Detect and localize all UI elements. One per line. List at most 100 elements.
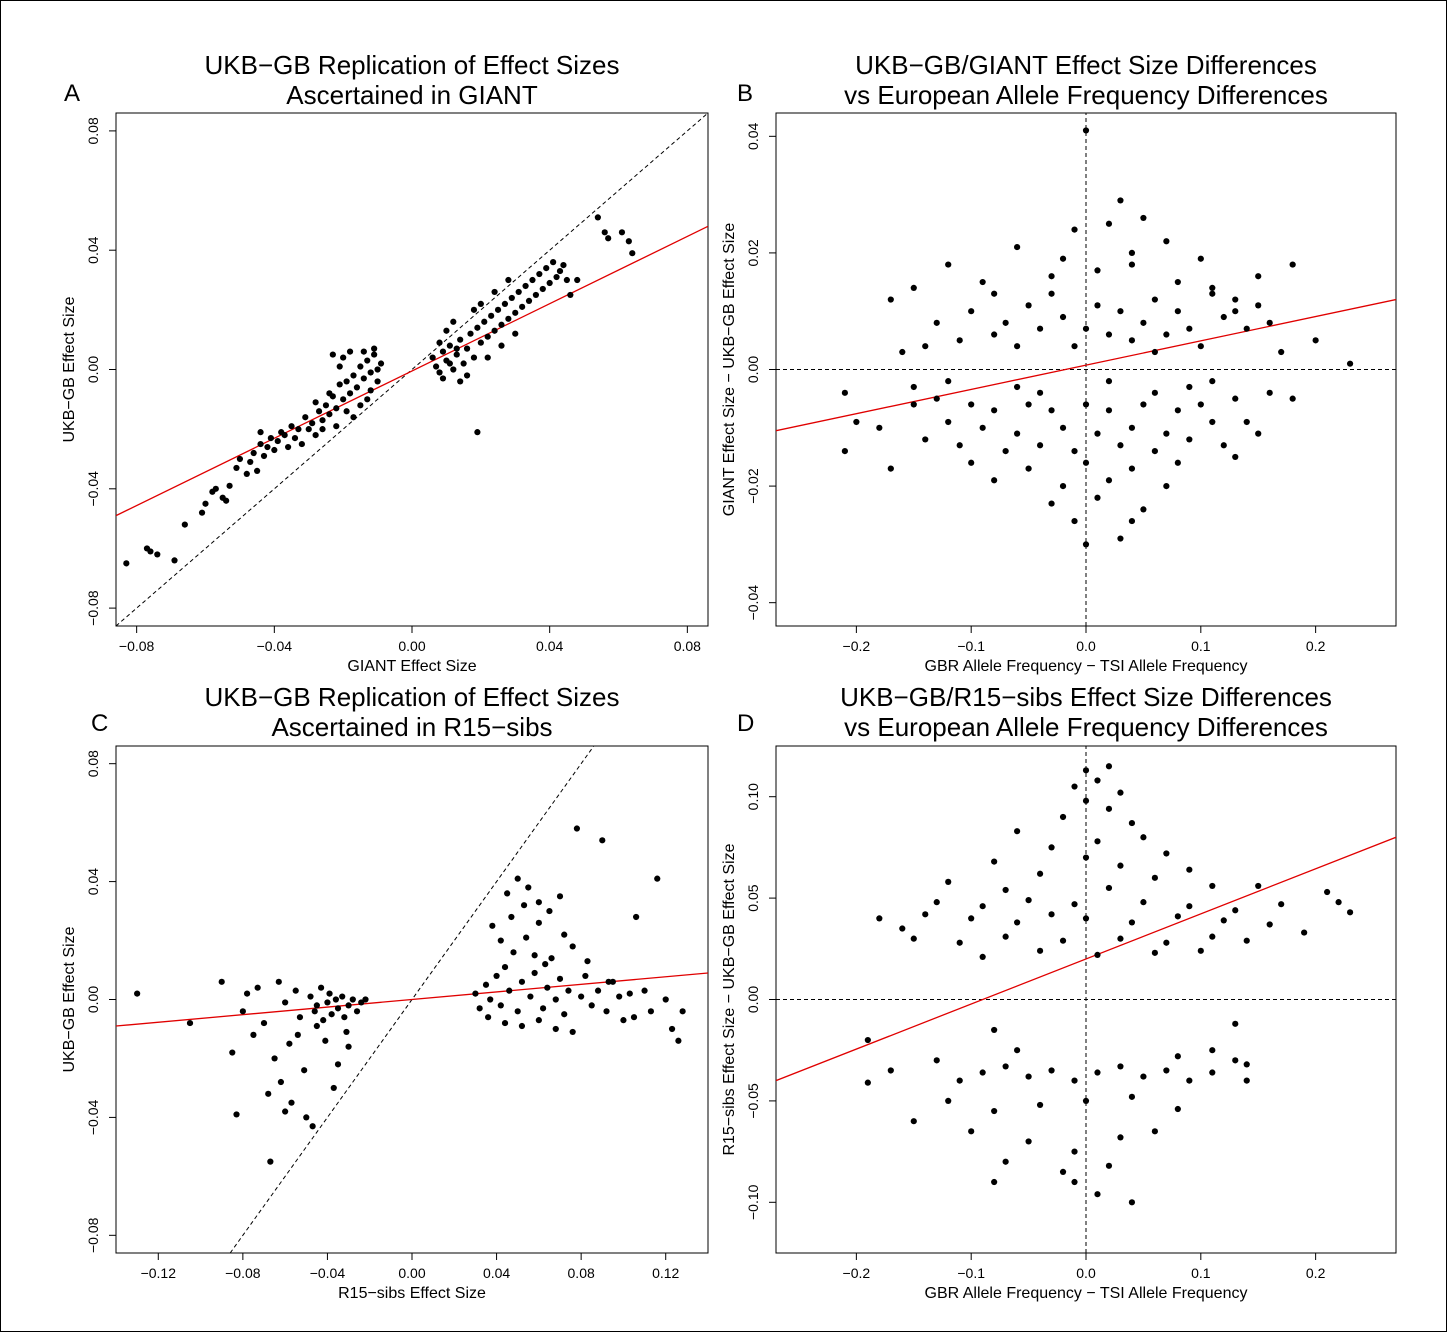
- chart-a-data-point: [550, 259, 557, 266]
- chart-a-data-point: [446, 342, 453, 349]
- chart-a-data-point: [333, 423, 340, 430]
- chart-d-data-point: [1105, 1162, 1113, 1169]
- chart-d-data-point: [1128, 1199, 1136, 1206]
- chart-d-data-point: [1117, 1134, 1124, 1141]
- chart-b-data-point: [1128, 424, 1136, 431]
- chart-d-data-point: [968, 1128, 975, 1135]
- chart-c-data-point: [472, 990, 479, 997]
- chart-a-data-point: [501, 300, 509, 307]
- chart-c-x-tick-label: 0.12: [652, 1265, 679, 1281]
- chart-b-data-point: [1243, 325, 1250, 332]
- chart-b-data-point: [1255, 302, 1262, 309]
- chart-c-panel-label: C: [91, 710, 108, 737]
- chart-d-data-point: [1197, 947, 1204, 954]
- chart-b-data-point: [1197, 255, 1204, 262]
- chart-a-data-point: [298, 440, 305, 448]
- chart-a-data-point: [432, 363, 440, 370]
- chart-d-data-point: [1036, 1101, 1044, 1109]
- chart-d-data-point: [1094, 1069, 1101, 1076]
- chart-b-data-point: [1140, 506, 1147, 513]
- chart-b-data-point: [1128, 337, 1136, 344]
- chart-b-y-tick-label: 0.04: [745, 122, 761, 149]
- chart-c-data-point: [668, 1025, 676, 1033]
- chart-c-data-point: [324, 999, 331, 1006]
- chart-a-data-point: [539, 285, 546, 293]
- chart-b-data-point: [1059, 482, 1067, 490]
- chart-d-data-point: [1209, 933, 1216, 940]
- chart-a-data-point: [267, 434, 274, 442]
- chart-a-data-point: [309, 420, 316, 427]
- chart-c-data-point: [620, 1017, 627, 1024]
- chart-c-data-point: [482, 981, 490, 988]
- chart-d-fit-line: [776, 836, 1396, 1082]
- chart-b-data-point: [1025, 401, 1032, 408]
- chart-c-data-point: [313, 1002, 320, 1009]
- chart-b-y-tick-label: 0.00: [745, 356, 761, 383]
- chart-a-data-point: [371, 351, 378, 358]
- chart-b-data-point: [1243, 418, 1250, 426]
- chart-a-data-point: [367, 387, 374, 394]
- chart-b-data-point: [1059, 313, 1067, 321]
- chart-a-data-point: [477, 339, 484, 346]
- chart-b-data-point: [1071, 343, 1078, 350]
- chart-c-data-point: [317, 984, 325, 991]
- chart-a-data-point: [536, 270, 543, 278]
- chart-a-data-point: [250, 449, 257, 457]
- chart-d-data-point: [991, 858, 998, 865]
- chart-b-data-point: [1174, 278, 1181, 286]
- chart-b-data-point: [841, 389, 848, 396]
- chart-b-data-point: [1174, 308, 1181, 315]
- chart-a-data-point: [123, 560, 130, 567]
- chart-c-data-point: [616, 993, 623, 1000]
- chart-b-data-point: [1105, 477, 1113, 484]
- chart-d-data-point: [1094, 777, 1101, 784]
- chart-a-data-point: [353, 384, 361, 391]
- chart-b-data-point: [1014, 243, 1021, 251]
- chart-a-data-point: [281, 432, 288, 439]
- chart-c-data-point: [307, 993, 314, 1000]
- chart-b-data-point: [910, 383, 917, 391]
- chart-b-data-point: [1082, 325, 1090, 332]
- chart-b-data-point: [1071, 517, 1078, 525]
- chart-b-data-point: [1036, 325, 1044, 332]
- chart-d-data-point: [1071, 1077, 1078, 1084]
- chart-d-data-point: [1186, 1077, 1193, 1084]
- chart-b-data-point: [979, 424, 986, 431]
- chart-b-data-point: [910, 401, 917, 408]
- chart-d-data-point: [991, 1178, 998, 1186]
- chart-d-data-point: [1025, 897, 1032, 904]
- chart-b-data-point: [1128, 465, 1136, 472]
- chart-b-data-point: [1197, 401, 1204, 408]
- chart-b-x-tick-label: −0.2: [843, 638, 871, 654]
- chart-b-data-point: [1002, 448, 1009, 455]
- chart-a-data-point: [274, 437, 281, 445]
- chart-a-data-point: [336, 381, 343, 388]
- chart-d-data-point: [1105, 805, 1113, 812]
- chart-b-data-point: [1232, 296, 1239, 303]
- chart-a-data-point: [291, 434, 299, 442]
- chart-a-data-point: [491, 288, 498, 296]
- chart-c-data-point: [525, 884, 532, 891]
- chart-a-y-tick-label: 0.04: [85, 236, 101, 263]
- chart-b-data-point: [1094, 267, 1101, 274]
- chart-b-data-point: [922, 343, 929, 350]
- chart-a-data-point: [494, 306, 502, 313]
- chart-c-data-point: [584, 958, 591, 965]
- chart-d-data-point: [1082, 854, 1090, 861]
- chart-a-data-point: [315, 408, 323, 415]
- chart-c-data-point: [288, 1099, 295, 1106]
- chart-b-data-point: [933, 395, 940, 402]
- chart-a-data-point: [343, 408, 350, 415]
- chart-a-data-point: [563, 276, 570, 284]
- chart-c-x-tick-label: 0.04: [483, 1265, 510, 1281]
- chart-c-data-point: [675, 1037, 682, 1044]
- chart-c-data-point: [552, 996, 559, 1003]
- chart-d-data-point: [1346, 909, 1354, 916]
- chart-a-data-point: [453, 345, 460, 352]
- chart-d-data-point: [1220, 917, 1227, 924]
- chart-b-data-point: [1255, 430, 1262, 437]
- chart-c-title-line-1: UKB−GB Replication of Effect Sizes: [205, 682, 620, 712]
- chart-b-data-point: [945, 378, 952, 385]
- chart-a-title-line-2: Ascertained in GIANT: [286, 80, 538, 110]
